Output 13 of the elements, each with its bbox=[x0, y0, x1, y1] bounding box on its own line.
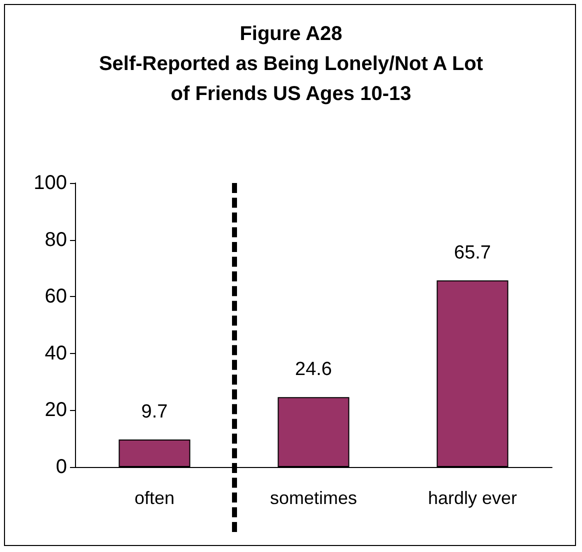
y-tick-label: 60 bbox=[44, 286, 67, 308]
chart-title: Figure A28 Self-Reported as Being Lonely/Not A Lot of Friends US Ages 10-13 bbox=[98, 23, 484, 105]
y-tick-label: 100 bbox=[34, 172, 67, 194]
y-tick-label: 40 bbox=[44, 342, 67, 364]
y-tick-label: 20 bbox=[44, 399, 67, 422]
y-tick-label: 0 bbox=[56, 456, 67, 478]
x-tick-label: hardly ever bbox=[428, 488, 518, 508]
data-label: 9.7 bbox=[141, 401, 168, 422]
y-tick-label: 80 bbox=[44, 228, 67, 251]
x-tick-label: sometimes bbox=[270, 488, 358, 508]
data-label: 24.6 bbox=[295, 359, 332, 380]
x-tick-label: often bbox=[134, 488, 175, 508]
data-label: 65.7 bbox=[454, 242, 491, 264]
